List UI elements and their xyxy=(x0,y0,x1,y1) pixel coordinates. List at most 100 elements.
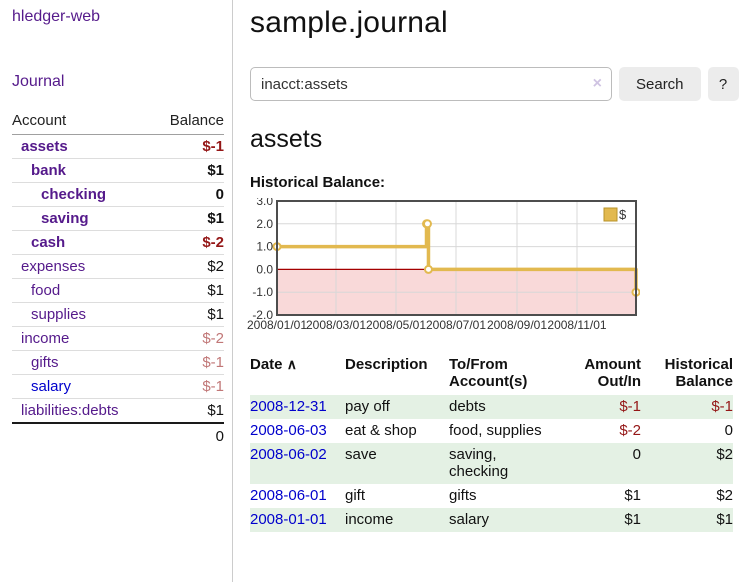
sidebar: hledger-web Journal Account Balance asse… xyxy=(0,0,233,582)
account-link[interactable]: liabilities:debts xyxy=(21,402,119,419)
account-row: checking 0 xyxy=(12,183,224,207)
historical-balance-chart[interactable]: $3.02.01.00.0-1.0-2.02008/01/012008/03/0… xyxy=(240,198,640,338)
account-row: salary $-1 xyxy=(12,375,224,399)
account-link[interactable]: cash xyxy=(31,234,65,251)
transaction-balance: $2 xyxy=(641,484,733,508)
account-link[interactable]: expenses xyxy=(21,258,85,275)
register-header-balance: Historical Balance xyxy=(641,354,733,395)
y-axis-tick-label: 2.0 xyxy=(256,217,273,231)
transaction-description: save xyxy=(345,443,449,484)
page-title: sample.journal xyxy=(250,6,742,40)
app-brand-link[interactable]: hledger-web xyxy=(12,8,100,26)
account-balance: $-1 xyxy=(153,351,225,375)
account-balance: $-1 xyxy=(153,375,225,399)
account-balance: $2 xyxy=(153,255,225,279)
account-link[interactable]: salary xyxy=(31,378,71,395)
transaction-description: pay off xyxy=(345,395,449,419)
register-header-row: Date ∧ Description To/From Account(s) Am… xyxy=(250,354,733,395)
transaction-date[interactable]: 2008-01-01 xyxy=(250,511,327,528)
account-balance: $1 xyxy=(153,159,225,183)
account-row: expenses $2 xyxy=(12,255,224,279)
x-axis-tick-label: 2008/07/01 xyxy=(426,318,486,332)
account-balance: $-2 xyxy=(153,327,225,351)
transaction-description: eat & shop xyxy=(345,419,449,443)
accounts-header-balance: Balance xyxy=(153,109,225,135)
account-balance: $1 xyxy=(153,279,225,303)
transaction-amount: $-2 xyxy=(559,419,641,443)
account-row: assets $-1 xyxy=(12,135,224,159)
y-axis-tick-label: 3.0 xyxy=(256,198,273,208)
account-row: income $-2 xyxy=(12,327,224,351)
transaction-amount: $-1 xyxy=(559,395,641,419)
transaction-tofrom-accounts: debts xyxy=(449,395,559,419)
transaction-row: 2008-01-01incomesalary$1$1 xyxy=(250,508,733,532)
transaction-date[interactable]: 2008-06-01 xyxy=(250,487,327,504)
account-link[interactable]: supplies xyxy=(31,306,86,323)
transaction-balance: $-1 xyxy=(641,395,733,419)
help-button[interactable]: ? xyxy=(708,67,739,101)
transaction-amount: $1 xyxy=(559,484,641,508)
legend-swatch xyxy=(604,208,617,221)
transaction-description: income xyxy=(345,508,449,532)
transaction-date[interactable]: 2008-06-02 xyxy=(250,446,327,463)
x-axis-tick-label: 2008/03/01 xyxy=(306,318,366,332)
transaction-date[interactable]: 2008-06-03 xyxy=(250,422,327,439)
account-row: saving $1 xyxy=(12,207,224,231)
transaction-date[interactable]: 2008-12-31 xyxy=(250,398,327,415)
x-axis-tick-label: 2008/01/01 xyxy=(247,318,307,332)
register-header-description: Description xyxy=(345,354,449,395)
transaction-description: gift xyxy=(345,484,449,508)
accounts-header-account: Account xyxy=(12,109,153,135)
search-input[interactable] xyxy=(250,67,612,101)
x-axis-tick-label: 2008/09/01 xyxy=(487,318,547,332)
y-axis-tick-label: 1.0 xyxy=(256,240,273,254)
account-link[interactable]: assets xyxy=(21,138,68,155)
transaction-balance: $2 xyxy=(641,443,733,484)
search-button[interactable]: Search xyxy=(619,67,701,101)
transaction-balance: 0 xyxy=(641,419,733,443)
account-link[interactable]: checking xyxy=(41,186,106,203)
x-axis-tick-label: 2008/05/01 xyxy=(366,318,426,332)
account-link[interactable]: income xyxy=(21,330,69,347)
account-link[interactable]: bank xyxy=(31,162,66,179)
account-balance: $-2 xyxy=(153,231,225,255)
transaction-tofrom-accounts: salary xyxy=(449,508,559,532)
transaction-tofrom-accounts: saving, checking xyxy=(449,443,559,484)
legend-label: $ xyxy=(619,207,627,222)
transaction-row: 2008-06-01giftgifts$1$2 xyxy=(250,484,733,508)
transaction-amount: 0 xyxy=(559,443,641,484)
register-table: Date ∧ Description To/From Account(s) Am… xyxy=(250,354,733,532)
transaction-balance: $1 xyxy=(641,508,733,532)
accounts-total-value: 0 xyxy=(153,423,225,449)
register-header-date[interactable]: Date ∧ xyxy=(250,354,345,395)
account-link[interactable]: food xyxy=(31,282,60,299)
transaction-row: 2008-06-02 savesaving, checking0$2 xyxy=(250,443,733,484)
transaction-tofrom-accounts: food, supplies xyxy=(449,419,559,443)
account-balance: $-1 xyxy=(153,135,225,159)
y-axis-tick-label: 0.0 xyxy=(256,262,273,276)
x-axis-tick-label: 2008/11/01 xyxy=(547,318,606,332)
account-balance: $1 xyxy=(153,399,225,424)
accounts-table: Account Balance assets $-1 bank $1 checking 0… xyxy=(12,109,224,449)
data-point-marker xyxy=(425,266,432,273)
accounts-total-row: 0 xyxy=(12,423,224,449)
account-link[interactable]: saving xyxy=(41,210,89,227)
account-balance: $1 xyxy=(153,207,225,231)
register-header-amount: Amount Out/In xyxy=(559,354,641,395)
account-row: supplies $1 xyxy=(12,303,224,327)
sidebar-item-journal[interactable]: Journal xyxy=(12,73,64,91)
account-balance: 0 xyxy=(153,183,225,207)
sort-ascending-icon: ∧ xyxy=(287,356,297,372)
main-content: sample.journal × Search ? assets Histori… xyxy=(233,0,742,582)
account-row: gifts $-1 xyxy=(12,351,224,375)
account-link[interactable]: gifts xyxy=(31,354,59,371)
account-row: food $1 xyxy=(12,279,224,303)
chart-label: Historical Balance: xyxy=(250,174,742,191)
account-balance: $1 xyxy=(153,303,225,327)
transaction-row: 2008-12-31pay offdebts$-1$-1 xyxy=(250,395,733,419)
search-form: × Search ? xyxy=(250,67,742,101)
account-row: cash $-2 xyxy=(12,231,224,255)
account-row: bank $1 xyxy=(12,159,224,183)
account-row: liabilities:debts $1 xyxy=(12,399,224,424)
clear-search-icon[interactable]: × xyxy=(593,74,602,94)
